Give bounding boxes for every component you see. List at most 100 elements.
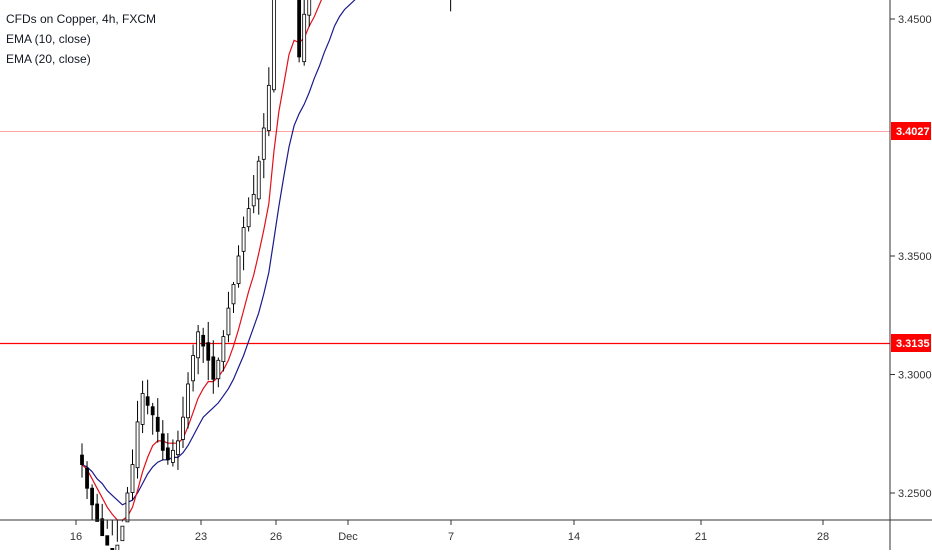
legend-ema20[interactable]: EMA (20, close) (6, 52, 91, 66)
candle-body (236, 255, 241, 285)
legend-ema10[interactable]: EMA (10, close) (6, 32, 91, 46)
candle-body (241, 227, 246, 252)
candle-body (100, 518, 105, 537)
candle-body (271, 0, 276, 91)
candle-body (176, 440, 180, 456)
candle[interactable] (236, 245, 241, 288)
y-tick-label: 3.3500 (898, 251, 932, 263)
candle[interactable] (241, 216, 246, 271)
candle[interactable] (211, 340, 216, 394)
candle[interactable] (297, 0, 302, 63)
candle-body (191, 355, 195, 382)
level-label-2-text: 3.4027 (896, 126, 930, 138)
candle[interactable] (221, 330, 226, 372)
level-label-3[interactable]: 3.3135 (891, 334, 931, 352)
candle-body (125, 492, 130, 523)
ema10-line-group (81, 0, 323, 521)
candle[interactable] (155, 398, 160, 443)
candle[interactable] (191, 344, 195, 392)
candle[interactable] (105, 520, 110, 546)
candle-body (256, 160, 261, 200)
candle[interactable] (130, 449, 135, 501)
candle[interactable] (160, 420, 165, 461)
candle[interactable] (170, 439, 175, 467)
level-label-2-bg (891, 122, 931, 140)
candle-body (302, 13, 307, 63)
candle[interactable] (186, 372, 190, 429)
candle[interactable] (231, 281, 236, 314)
candle[interactable] (100, 503, 105, 537)
y-tick-label: 3.2500 (898, 488, 932, 500)
candle[interactable] (115, 520, 120, 554)
candle-body (206, 342, 211, 361)
chart-legend: CFDs on Copper, 4h, FXCM EMA (10, close)… (6, 9, 156, 69)
candle[interactable] (251, 175, 256, 214)
candle[interactable] (266, 67, 271, 137)
candle[interactable] (125, 487, 130, 523)
x-tick-label: Dec (338, 531, 358, 543)
candle[interactable] (246, 197, 251, 232)
candle-body (246, 208, 251, 228)
candle-body (261, 127, 266, 160)
candle-body (115, 544, 120, 554)
legend-symbol[interactable]: CFDs on Copper, 4h, FXCM (6, 12, 157, 26)
candle[interactable] (140, 380, 145, 434)
x-tick-label: 28 (817, 531, 829, 543)
candle-body (201, 334, 206, 347)
candle-body (170, 449, 175, 463)
candle-body (135, 421, 140, 469)
candle[interactable] (181, 396, 185, 448)
level-label-3-bg (891, 334, 931, 352)
price-axis-ticks: 3.25003.30003.35003.45003.50003.55003.60… (890, 14, 932, 500)
candle[interactable] (201, 327, 206, 363)
y-tick-label: 3.3000 (898, 370, 932, 382)
candle[interactable] (302, 0, 307, 66)
candle[interactable] (271, 0, 276, 93)
candle-body (196, 331, 201, 359)
candle[interactable] (216, 357, 221, 388)
candle[interactable] (256, 155, 261, 215)
x-tick-label: 16 (70, 531, 82, 543)
candle[interactable] (85, 461, 89, 500)
candle-body (266, 84, 271, 131)
candle[interactable] (226, 291, 231, 343)
candle[interactable] (120, 520, 125, 542)
ema10-line (81, 0, 323, 521)
candle[interactable] (110, 520, 115, 551)
candle-body (211, 356, 216, 380)
candle[interactable] (196, 324, 201, 375)
candle-body (297, 0, 302, 58)
candle-body (85, 467, 89, 489)
candle[interactable] (261, 113, 266, 179)
candle-body (307, 0, 312, 16)
candle-body (140, 393, 145, 425)
level-label-3-text: 3.3135 (896, 338, 930, 350)
candle-body (231, 284, 236, 305)
candle[interactable] (307, 0, 312, 27)
candle[interactable] (80, 443, 84, 478)
candle[interactable] (165, 433, 170, 465)
candle[interactable] (206, 321, 211, 381)
x-tick-label: 26 (270, 531, 282, 543)
candle-body (221, 336, 226, 363)
candle-body (155, 416, 160, 432)
candle[interactable] (150, 402, 155, 435)
candle[interactable] (449, 0, 452, 12)
x-tick-label: 14 (568, 531, 580, 543)
x-tick-label: 23 (195, 531, 207, 543)
candle-body (80, 454, 84, 465)
candle[interactable] (95, 493, 100, 522)
level-label-2[interactable]: 3.4027 (891, 122, 931, 140)
x-tick-label: 7 (448, 531, 454, 543)
candle-body (165, 447, 170, 461)
candle[interactable] (145, 379, 150, 415)
candle[interactable] (176, 430, 180, 470)
candle[interactable] (135, 400, 140, 479)
candle[interactable] (90, 484, 94, 520)
candle-body (160, 433, 165, 451)
candle-body (145, 396, 150, 406)
